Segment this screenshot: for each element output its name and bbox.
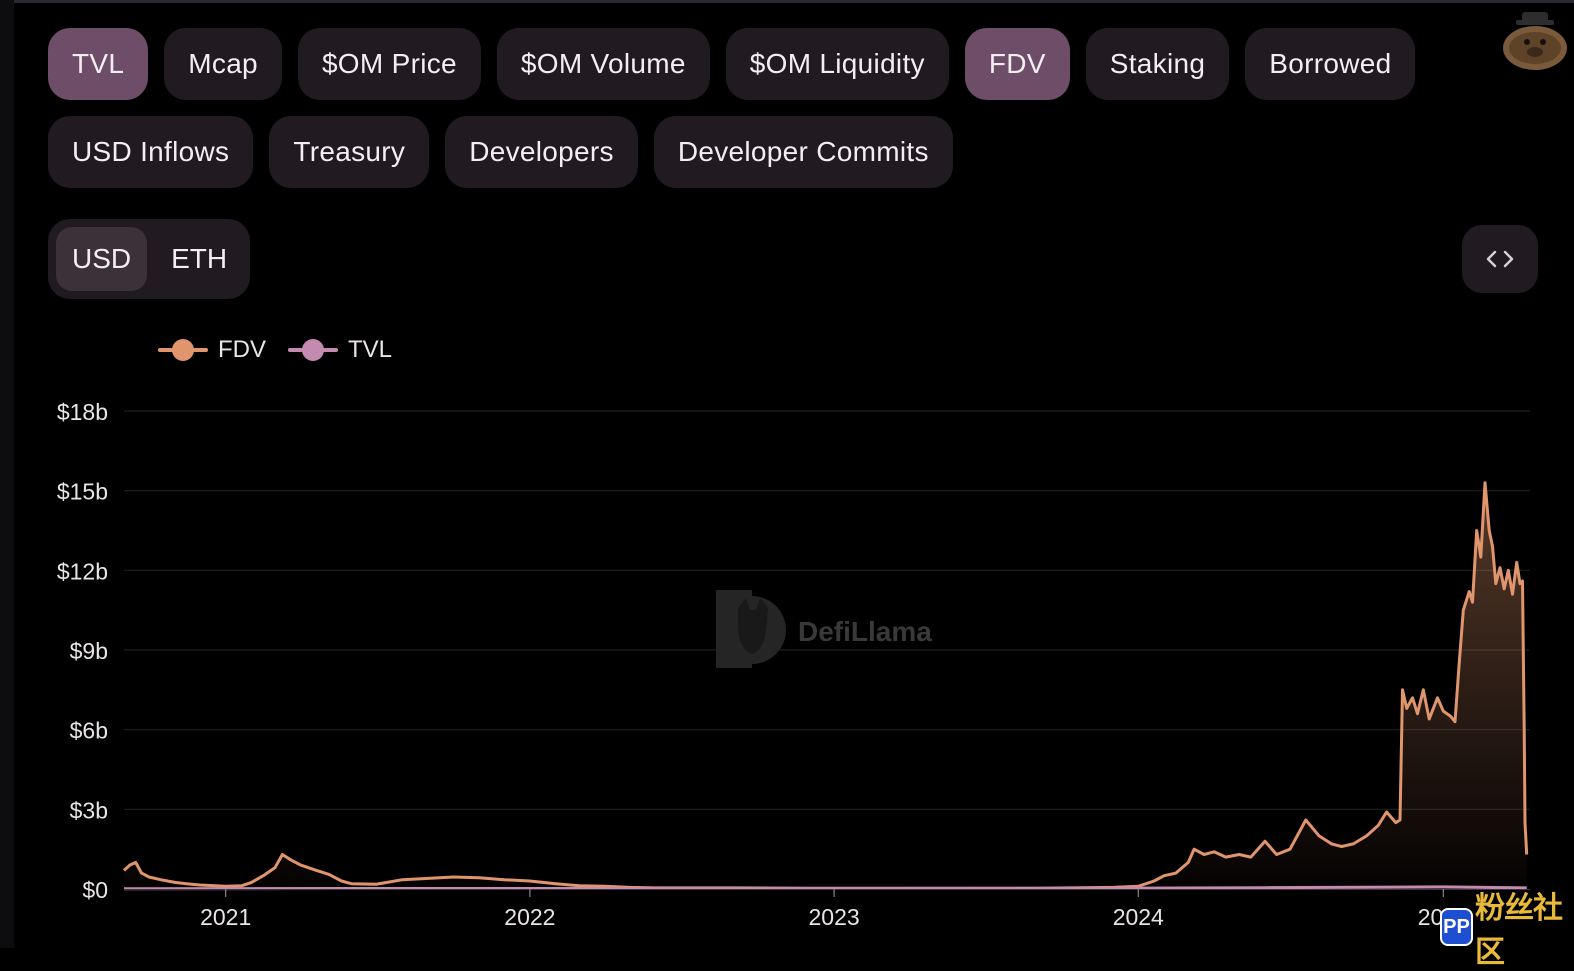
chart-series — [122, 481, 1529, 891]
y-tick-label: $15b — [57, 479, 108, 505]
defillama-watermark: DefiLlama — [716, 590, 932, 668]
tab-developers[interactable]: Developers — [445, 116, 638, 188]
llama-watermark-icon — [716, 590, 786, 668]
tab-mcap[interactable]: Mcap — [164, 28, 282, 100]
tab-fdv[interactable]: FDV — [964, 28, 1070, 100]
tab-borrowed[interactable]: Borrowed — [1245, 28, 1416, 100]
tab-om-liquidity[interactable]: $OM Liquidity — [725, 28, 949, 100]
legend-item-tvl[interactable]: TVL — [288, 336, 392, 364]
legend-label-tvl: TVL — [348, 336, 393, 363]
x-tick-label: 2023 — [808, 904, 859, 930]
fdv-tvl-chart[interactable]: DefiLlama $0 $3b $6b $9b $12b $15b $18b 2021 202… — [0, 0, 1574, 948]
x-tick-label: 2021 — [200, 904, 251, 930]
community-logo-icon: PP — [1440, 908, 1474, 946]
eth-toggle-button[interactable]: ETH — [171, 243, 228, 274]
usd-toggle-button[interactable]: USD — [56, 227, 148, 291]
tab-usd-inflows[interactable]: USD Inflows — [48, 116, 254, 188]
y-tick-label: $18b — [57, 399, 108, 425]
x-tick-label: 2024 — [1113, 904, 1164, 930]
embed-button[interactable] — [1462, 225, 1538, 293]
llama-mascot-icon — [1503, 12, 1567, 70]
community-badge-text: 粉丝社区 — [1475, 891, 1563, 970]
denomination-toggle: USD ETH — [48, 219, 250, 299]
tab-treasury[interactable]: Treasury — [269, 116, 430, 188]
legend-item-fdv[interactable]: FDV — [158, 336, 266, 364]
y-tick-label: $9b — [70, 638, 108, 664]
chart-legend: FDV TVL — [158, 336, 392, 364]
series-area-fdv — [124, 482, 1527, 889]
y-tick-label: $0 — [82, 877, 108, 903]
series-line-tvl[interactable] — [123, 885, 1527, 891]
y-tick-label: $12b — [57, 558, 108, 584]
tab-om-volume[interactable]: $OM Volume — [496, 28, 710, 100]
metric-tabs-row-2: USD Inflows Treasury Developers Developer C… — [48, 116, 1488, 188]
code-brackets-icon — [1486, 250, 1514, 268]
legend-label-fdv: FDV — [218, 336, 266, 363]
y-tick-label: $3b — [70, 797, 108, 823]
tab-staking[interactable]: Staking — [1085, 28, 1230, 100]
watermark-text: DefiLlama — [798, 616, 932, 647]
y-tick-label: $6b — [70, 718, 108, 744]
tab-developer-commits[interactable]: Developer Commits — [653, 116, 953, 188]
tab-tvl[interactable]: TVL — [48, 28, 149, 100]
series-line-fdv[interactable] — [122, 481, 1529, 890]
top-border — [0, 0, 1574, 3]
chart-gridlines — [124, 410, 1530, 810]
metric-tabs: TVL Mcap $OM Price $OM Volume $OM Liquidity F… — [48, 28, 1488, 204]
chart-axes: $0$3b$6b$9b$12b$15b$18b20212022202320242… — [57, 399, 1530, 930]
legend-swatch-tvl — [288, 338, 338, 362]
tab-om-price[interactable]: $OM Price — [297, 28, 481, 100]
legend-swatch-fdv — [158, 338, 208, 362]
left-sidebar-edge — [0, 0, 14, 948]
metric-tabs-row-1: TVL Mcap $OM Price $OM Volume $OM Liquidity F… — [48, 28, 1488, 100]
community-badge: PP 粉丝社区 — [1440, 891, 1574, 970]
x-tick-label: 2022 — [504, 904, 555, 930]
